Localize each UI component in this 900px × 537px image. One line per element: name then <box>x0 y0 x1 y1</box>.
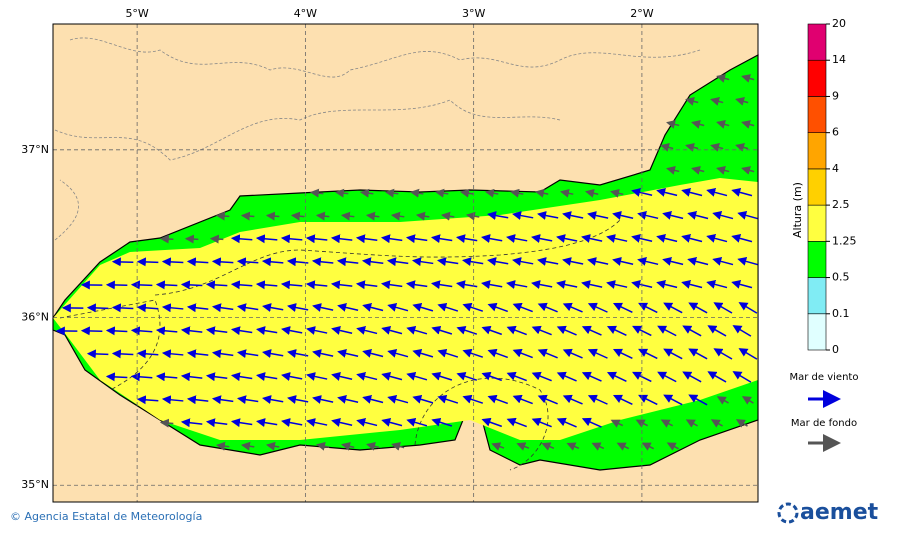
colorbar-segment <box>808 133 826 169</box>
x-tick-label: 3°W <box>462 7 485 20</box>
legend-swell: Mar de fondo <box>791 418 857 429</box>
wave-arrow <box>161 422 173 423</box>
wave-arrow <box>157 285 177 286</box>
x-tick-label: 4°W <box>294 7 317 20</box>
wave-arrow <box>107 330 127 331</box>
wave-arrow <box>138 262 158 263</box>
logo-mark <box>779 504 797 522</box>
colorbar-tick-label: 14 <box>832 53 846 66</box>
colorbar-tick-label: 4 <box>832 162 839 175</box>
y-tick-label: 35°N <box>21 478 49 491</box>
wave-arrow <box>88 354 108 355</box>
wave-arrow <box>242 216 254 217</box>
wave-arrow <box>163 262 183 263</box>
colorbar-segment <box>808 205 826 241</box>
wave-arrow <box>217 216 229 217</box>
colorbar: 0 0.1 0.5 1.25 2.5 4 6 9 14 20 <box>808 17 857 356</box>
wave-arrow <box>161 239 173 240</box>
y-tick-label: 36°N <box>21 311 49 324</box>
x-tick-label: 5°W <box>125 7 148 20</box>
credit: © Agencia Estatal de Meteorología <box>10 510 202 523</box>
colorbar-label: Altura (m) <box>791 182 804 238</box>
colorbar-segment <box>808 314 826 350</box>
colorbar-tick-label: 1.25 <box>832 234 857 247</box>
wave-arrow <box>211 239 223 240</box>
colorbar-tick-label: 2.5 <box>832 198 850 211</box>
colorbar-segment <box>808 241 826 277</box>
colorbar-tick-label: 0 <box>832 343 839 356</box>
colorbar-tick-label: 20 <box>832 17 846 30</box>
colorbar-segment <box>808 278 826 314</box>
colorbar-tick-label: 9 <box>832 89 839 102</box>
colorbar-segment <box>808 60 826 96</box>
wave-arrow <box>88 308 108 309</box>
legend-wind-sea: Mar de viento <box>790 372 859 383</box>
wave-arrow <box>186 239 198 240</box>
x-tick-label: 2°W <box>630 7 653 20</box>
wave-arrow <box>132 285 152 286</box>
colorbar-tick-label: 0.5 <box>832 271 850 284</box>
wave-arrow <box>267 215 279 216</box>
wave-arrow <box>107 376 127 377</box>
colorbar-segment <box>808 96 826 132</box>
wave-arrow <box>82 331 102 332</box>
colorbar-tick-label: 0.1 <box>832 307 850 320</box>
wave-arrow <box>113 262 133 263</box>
colorbar-tick-label: 6 <box>832 126 839 139</box>
wave-arrow <box>107 285 127 286</box>
colorbar-segment <box>808 24 826 60</box>
logo: aemet <box>800 500 879 525</box>
y-tick-label: 37°N <box>21 143 49 156</box>
colorbar-segment <box>808 169 826 205</box>
